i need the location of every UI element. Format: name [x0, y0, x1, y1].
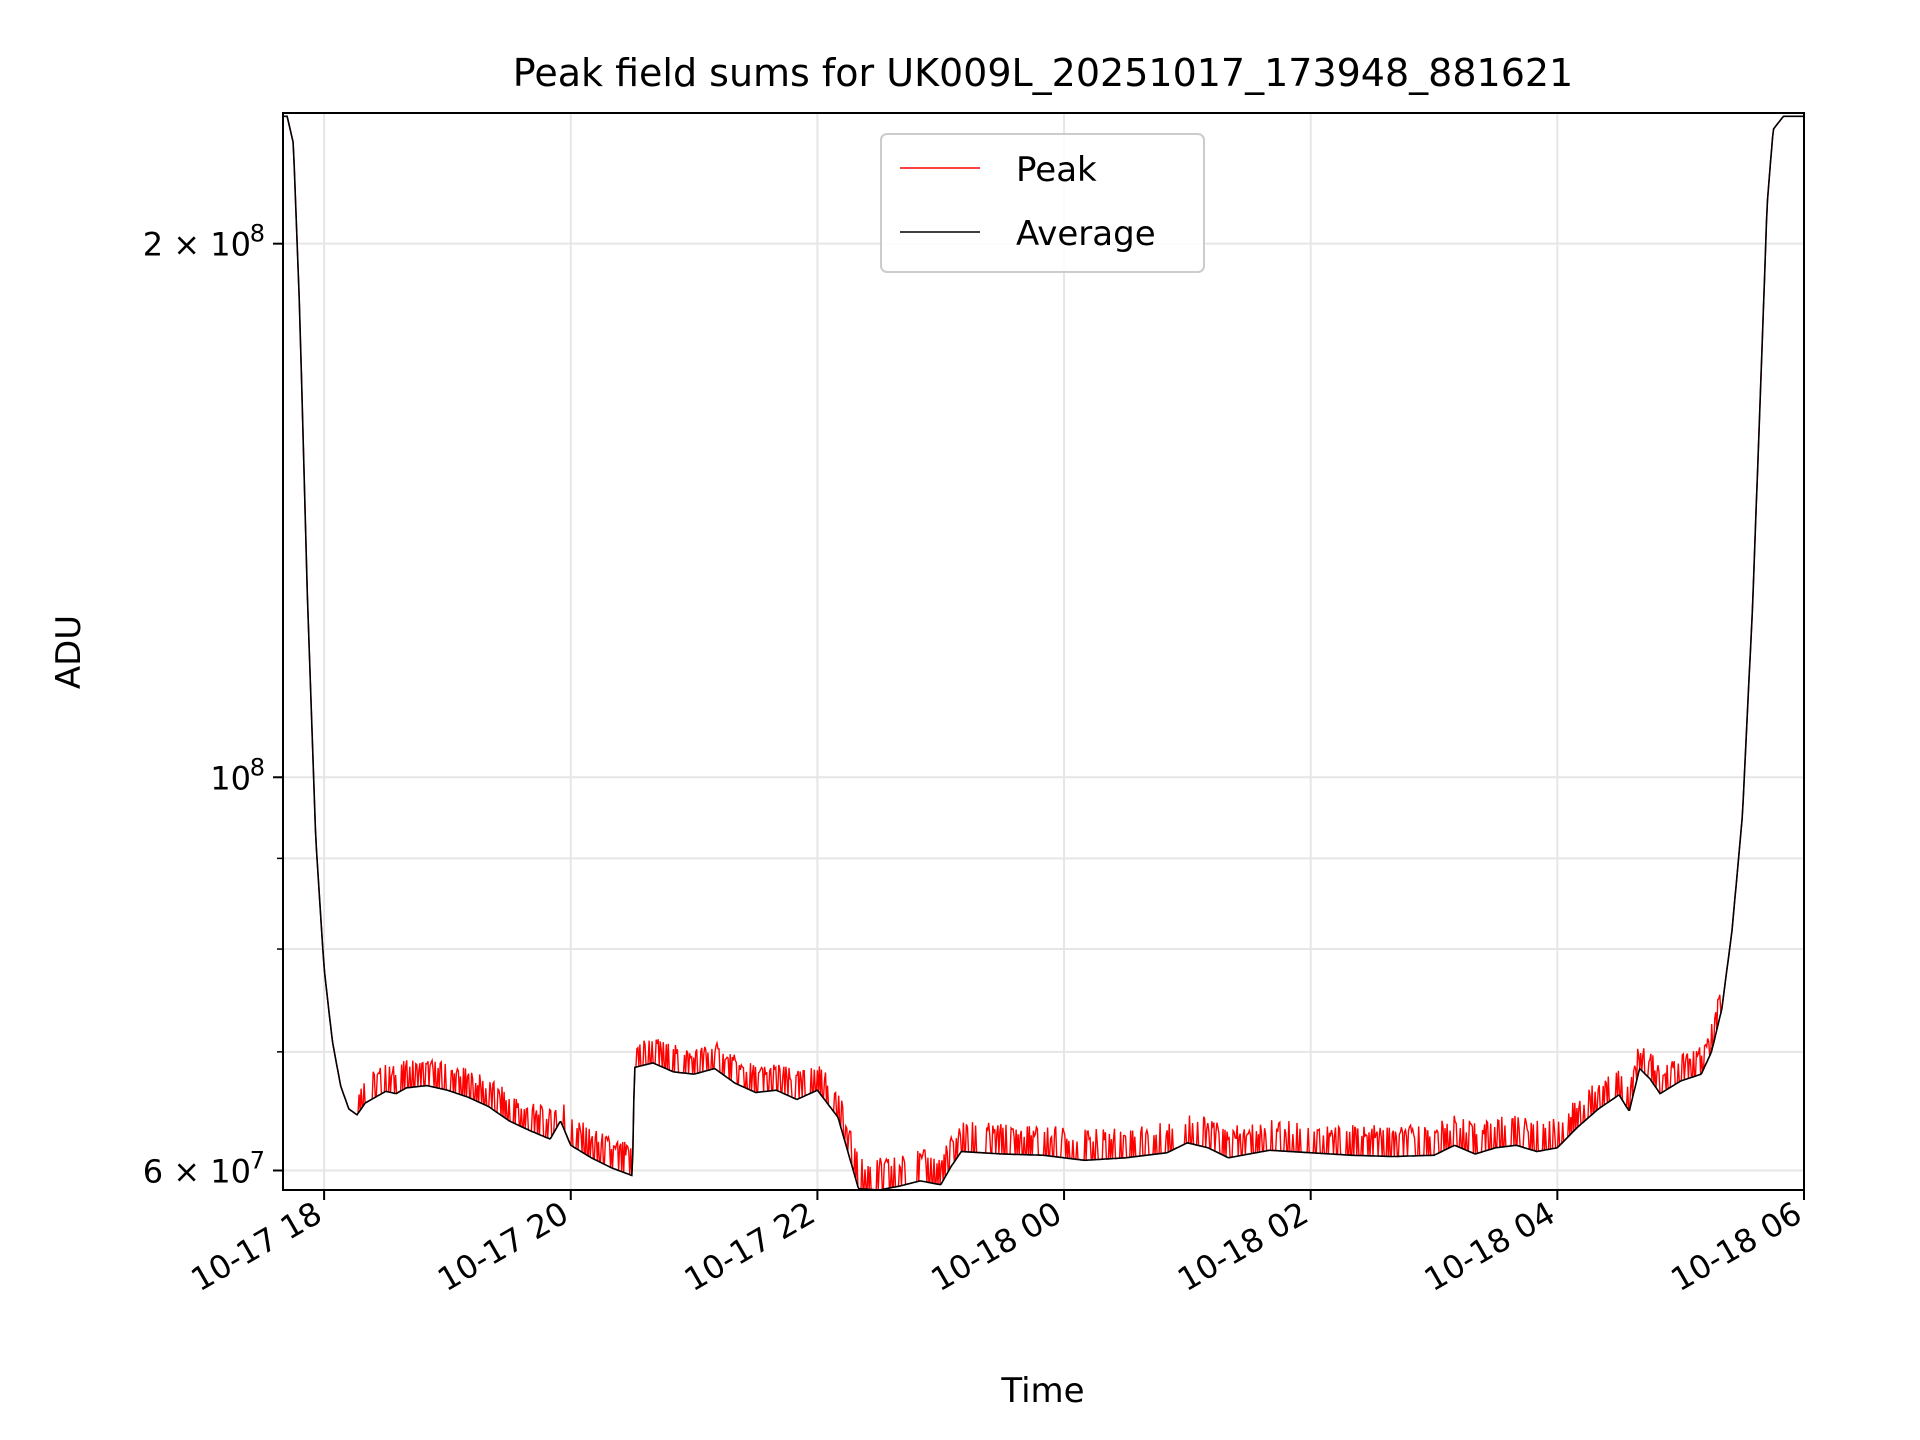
y-tick-base: 6 × 10: [143, 1153, 251, 1191]
legend: Peak Average: [880, 133, 1205, 273]
y-tick-exponent: 7: [250, 1147, 265, 1175]
y-tick-exponent: 8: [250, 753, 265, 781]
plot-frame: [282, 112, 1805, 1191]
y-axis-label: ADU: [49, 615, 89, 689]
average-line: [283, 115, 1804, 1190]
legend-peak-label: Peak: [1016, 150, 1097, 190]
legend-average-label: Average: [1016, 214, 1156, 254]
y-tick-exponent: 8: [250, 220, 265, 248]
chart-title: Peak field sums for UK009L_20251017_1739…: [513, 51, 1573, 95]
y-tick-label: 82 × 10: [143, 220, 265, 264]
y-tick-base: 2 × 10: [143, 226, 251, 264]
y-tick-base: 10: [210, 759, 251, 797]
y-tick-label: 810: [210, 753, 265, 797]
series-layer: [283, 115, 1804, 1190]
y-tick-label: 76 × 10: [143, 1147, 265, 1191]
x-axis-label: Time: [1000, 1371, 1084, 1411]
